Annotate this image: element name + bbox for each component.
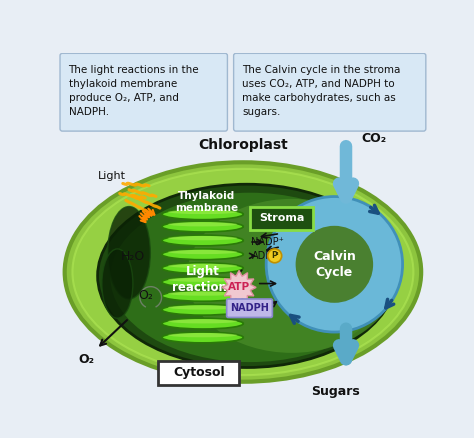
- Ellipse shape: [168, 333, 237, 337]
- Text: Chloroplast: Chloroplast: [198, 138, 288, 152]
- Ellipse shape: [162, 332, 243, 343]
- Ellipse shape: [98, 184, 396, 367]
- Ellipse shape: [108, 207, 150, 299]
- FancyBboxPatch shape: [60, 53, 228, 131]
- Ellipse shape: [162, 290, 243, 301]
- Ellipse shape: [168, 250, 237, 254]
- Ellipse shape: [266, 197, 402, 332]
- FancyBboxPatch shape: [227, 299, 273, 318]
- Ellipse shape: [162, 263, 243, 274]
- Text: Light: Light: [98, 171, 126, 181]
- Circle shape: [296, 226, 373, 303]
- Ellipse shape: [64, 162, 421, 382]
- Ellipse shape: [168, 291, 237, 296]
- Ellipse shape: [168, 236, 237, 240]
- Text: Stroma: Stroma: [259, 213, 304, 223]
- Text: NADP⁺: NADP⁺: [251, 237, 284, 247]
- Ellipse shape: [110, 193, 390, 362]
- Text: O₂: O₂: [78, 353, 94, 366]
- Ellipse shape: [168, 319, 237, 323]
- Ellipse shape: [168, 278, 237, 282]
- Text: H₂O: H₂O: [121, 250, 145, 263]
- Ellipse shape: [162, 221, 243, 232]
- Text: The Calvin cycle in the stroma
uses CO₂, ATP, and NADPH to
make carbohydrates, s: The Calvin cycle in the stroma uses CO₂,…: [242, 65, 401, 117]
- Ellipse shape: [162, 318, 243, 329]
- Ellipse shape: [73, 169, 413, 375]
- Ellipse shape: [168, 264, 237, 268]
- Text: O₂: O₂: [138, 289, 154, 302]
- FancyBboxPatch shape: [250, 207, 313, 230]
- FancyBboxPatch shape: [158, 360, 239, 385]
- Text: ATP: ATP: [228, 283, 250, 293]
- Text: NADPH: NADPH: [230, 303, 269, 313]
- Text: Pᴵ: Pᴵ: [271, 251, 279, 260]
- Ellipse shape: [162, 235, 243, 246]
- Ellipse shape: [162, 277, 243, 287]
- Text: The light reactions in the
thylakoid membrane
produce O₂, ATP, and
NADPH.: The light reactions in the thylakoid mem…: [69, 65, 199, 117]
- Ellipse shape: [168, 210, 237, 214]
- Ellipse shape: [168, 222, 237, 226]
- Ellipse shape: [102, 249, 133, 318]
- Circle shape: [268, 249, 282, 263]
- Text: Sugars: Sugars: [311, 385, 360, 398]
- Ellipse shape: [168, 305, 237, 310]
- Ellipse shape: [162, 209, 243, 219]
- FancyBboxPatch shape: [234, 53, 426, 131]
- Ellipse shape: [187, 199, 396, 353]
- Text: CO₂: CO₂: [362, 132, 387, 145]
- Ellipse shape: [162, 304, 243, 315]
- Text: Light
reactions: Light reactions: [172, 265, 234, 294]
- Text: Cytosol: Cytosol: [173, 366, 225, 379]
- Text: Thylakoid
membrane: Thylakoid membrane: [175, 191, 238, 213]
- Text: Calvin
Cycle: Calvin Cycle: [313, 250, 356, 279]
- Text: ADP+: ADP+: [251, 251, 280, 261]
- Ellipse shape: [162, 249, 243, 260]
- Polygon shape: [222, 271, 256, 304]
